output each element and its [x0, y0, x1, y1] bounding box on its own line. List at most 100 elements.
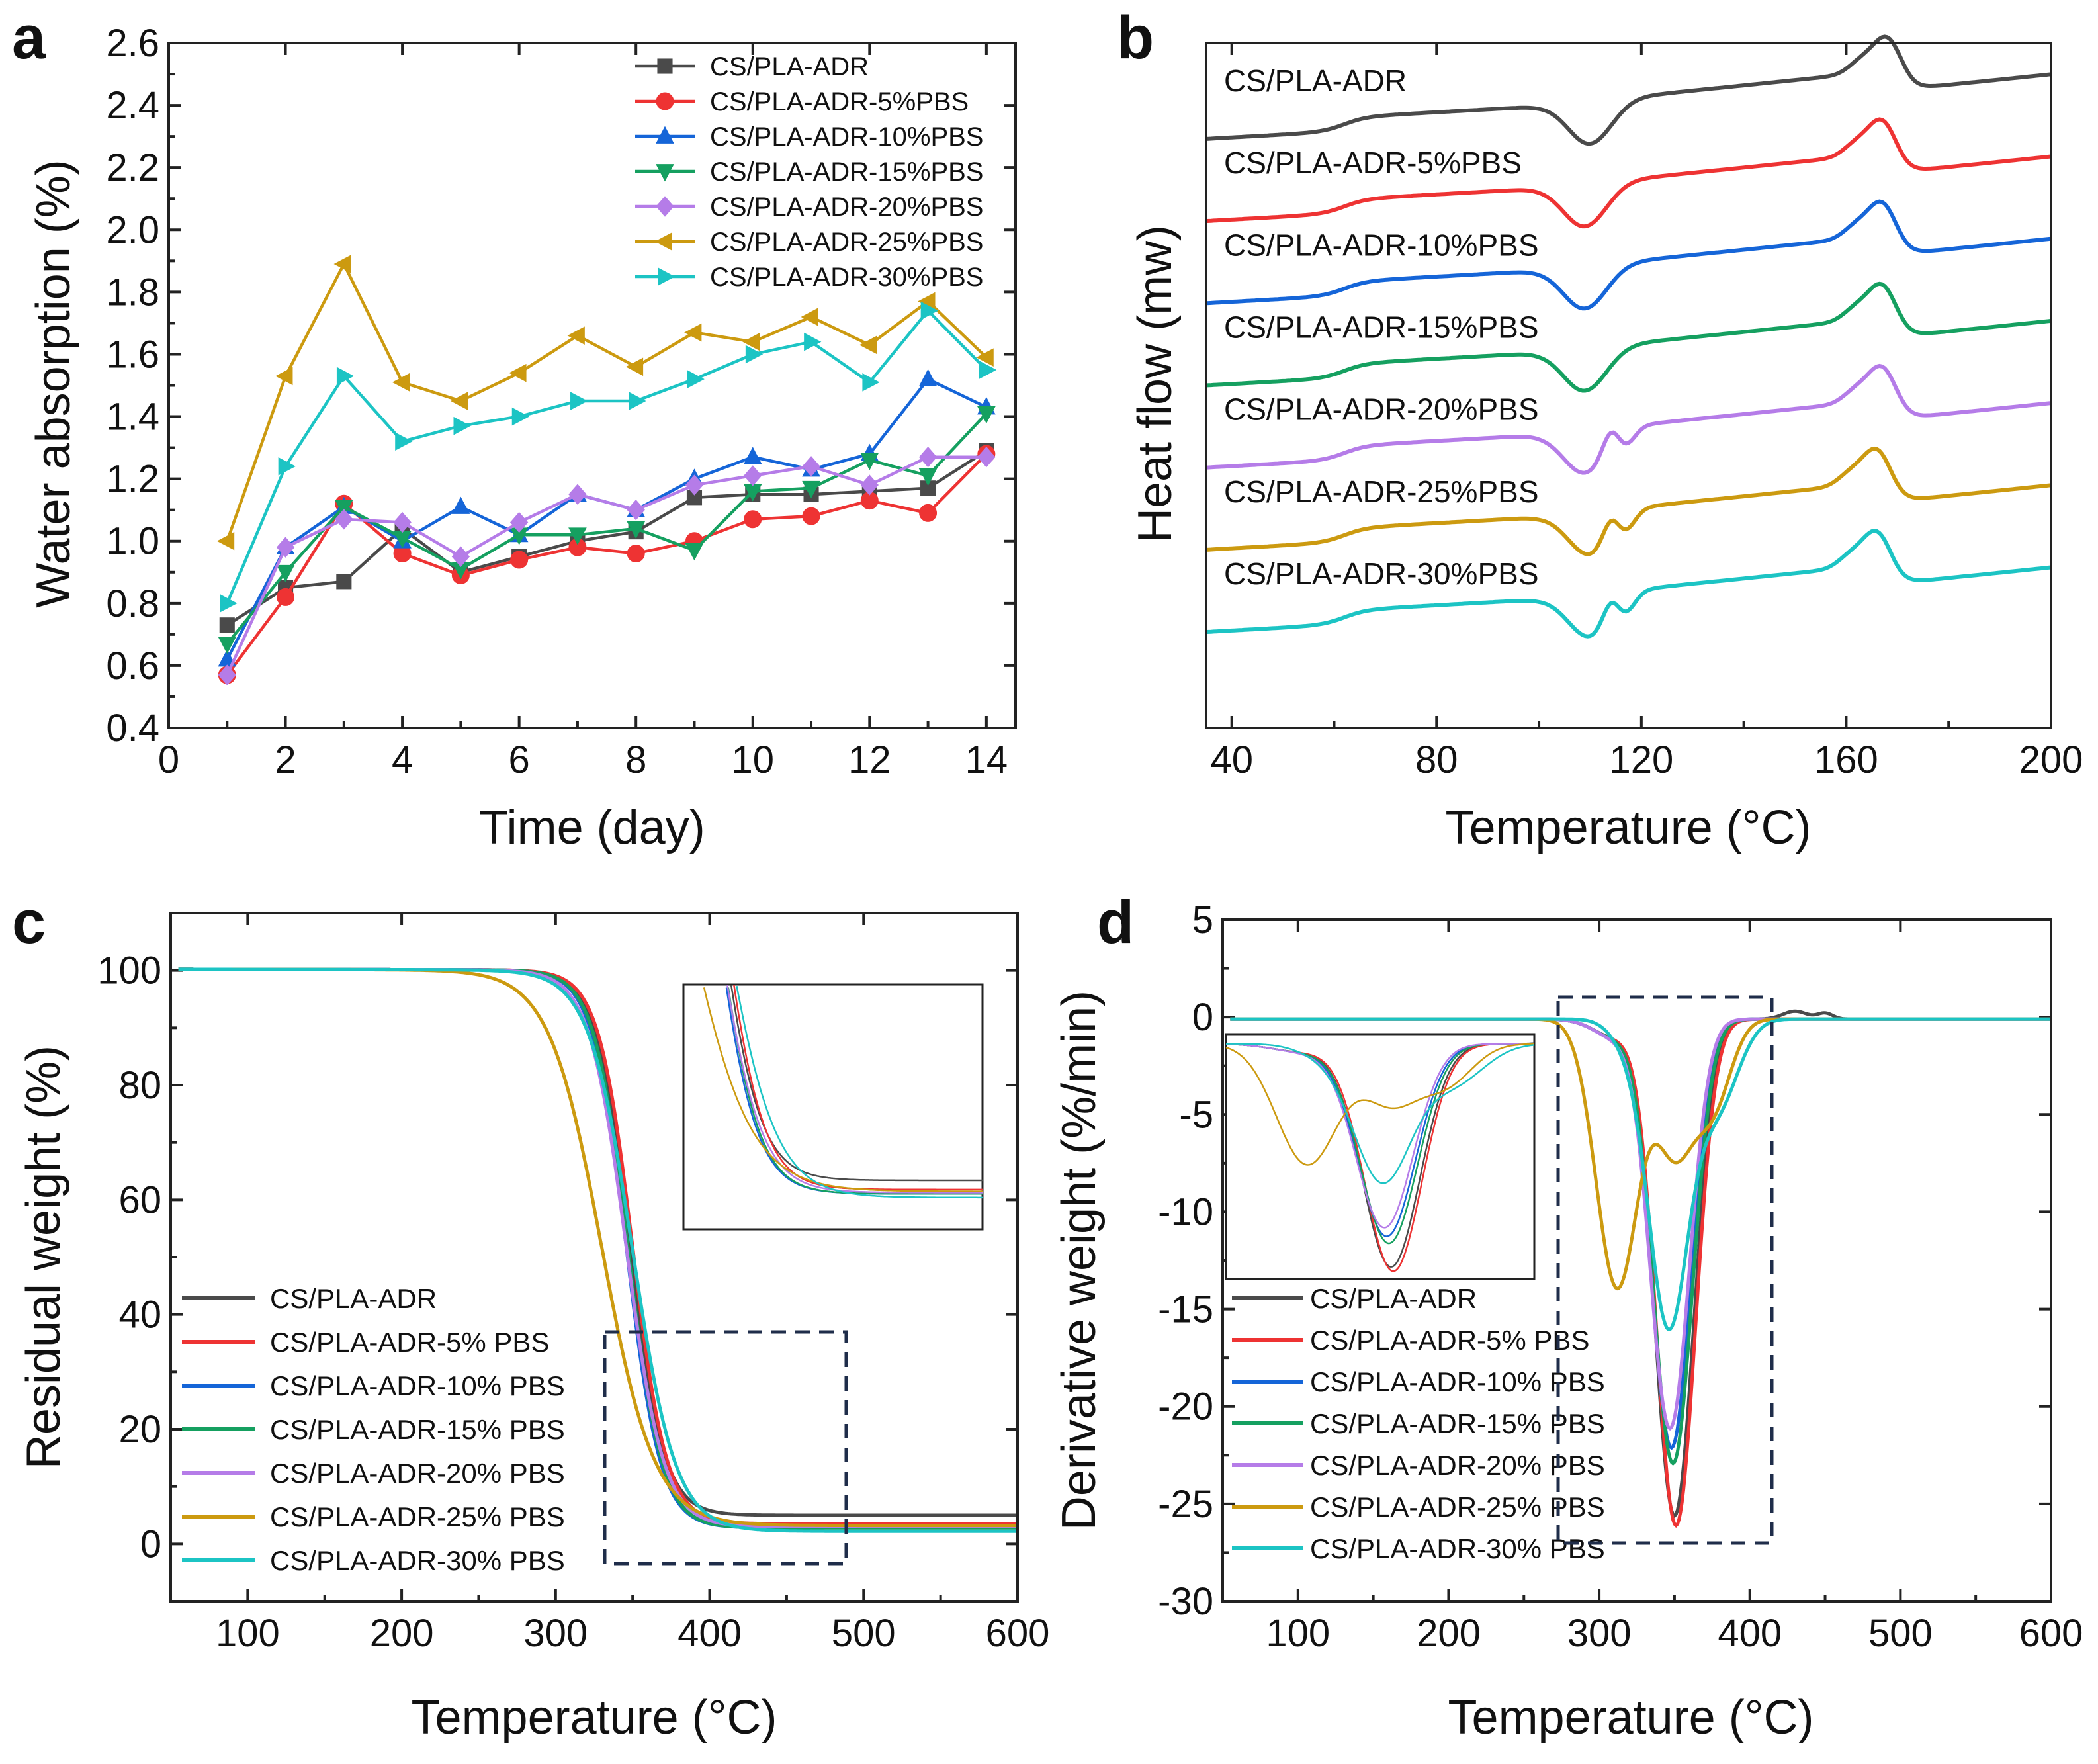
data-marker — [509, 363, 527, 382]
legend-label: CS/PLA-ADR-30% PBS — [270, 1545, 565, 1576]
panel-d: d 100 200 300 400 500 600-30-25-20-15-10-505 … — [1053, 889, 2083, 1744]
data-marker — [336, 574, 352, 590]
panel-b-frame — [1205, 42, 2052, 729]
data-marker — [656, 126, 674, 144]
y-tick-label: 2.0 — [106, 208, 159, 251]
legend-label: CS/PLA-ADR-30%PBS — [710, 263, 983, 292]
data-marker — [567, 326, 585, 345]
y-tick-label: 1.4 — [106, 396, 159, 439]
dsc-curve — [1205, 199, 2052, 311]
y-tick-label: 0.8 — [106, 582, 159, 625]
panel-c-legend: CS/PLA-ADR CS/PLA-ADR-5% PBS CS/PLA-ADR-10… — [182, 1283, 565, 1576]
panel-a-xlabel: Time (day) — [479, 801, 705, 854]
data-marker — [511, 407, 530, 426]
curve-label: CS/PLA-ADR — [1224, 64, 1407, 98]
x-tick-label: 600 — [2019, 1612, 2083, 1655]
data-marker — [977, 406, 996, 424]
data-marker — [275, 367, 293, 386]
data-marker — [860, 453, 879, 470]
legend-label: CS/PLA-ADR-20%PBS — [710, 193, 983, 222]
x-tick-label: 2 — [275, 738, 296, 781]
panel-a-legend: CS/PLA-ADR CS/PLA-ADR-5%PBS CS/PLA-ADR-10%… — [635, 52, 983, 292]
inset-curve — [730, 984, 983, 1182]
dsc-curve — [1205, 117, 2052, 229]
legend-label: CS/PLA-ADR-10% PBS — [1310, 1366, 1605, 1397]
panel-d-inset — [1225, 1033, 1536, 1280]
panel-b-ylabel: Heat flow (mw) — [1129, 225, 1182, 543]
legend-label: CS/PLA-ADR-5% PBS — [1310, 1325, 1589, 1356]
y-tick-label: 2.2 — [106, 146, 159, 189]
legend-label: CS/PLA-ADR — [270, 1283, 437, 1314]
y-tick-label: 20 — [118, 1408, 161, 1451]
data-marker — [451, 392, 468, 410]
data-marker — [656, 196, 674, 217]
panel-label-c: c — [12, 889, 46, 956]
panel-a-axes: 0 2 4 6 8 10 12 14 0.4 0.6 0.8 1.0 1.2 1.4 1.6 1.8 2.0 2.… — [106, 22, 1016, 781]
data-marker — [860, 474, 879, 496]
data-marker — [977, 446, 996, 468]
data-marker — [744, 465, 762, 486]
legend-label: CS/PLA-ADR-25% PBS — [270, 1501, 565, 1532]
x-tick-label: 80 — [1415, 738, 1458, 781]
x-tick-label: 8 — [625, 738, 646, 781]
x-tick-label: 14 — [965, 738, 1008, 781]
data-marker — [451, 546, 470, 567]
data-marker — [276, 537, 295, 558]
data-marker — [656, 164, 674, 182]
data-marker — [568, 527, 587, 545]
inset-curve — [1225, 1043, 1535, 1184]
data-marker — [743, 447, 762, 464]
panel-b-xlabel: Temperature (°C) — [1446, 801, 1812, 854]
data-marker — [920, 301, 938, 320]
y-tick-label: 60 — [118, 1178, 161, 1221]
panel-b-series — [1205, 34, 2052, 639]
inset-frame — [1225, 1033, 1536, 1280]
panel-b: b 40 80 120 160 200 CS/PLA-ADR CS/PLA-ADR-5%P… — [1117, 4, 2083, 854]
panel-d-xlabel: Temperature (°C) — [1448, 1691, 1814, 1744]
legend-label: CS/PLA-ADR-10%PBS — [710, 122, 983, 152]
y-tick-label: 5 — [1192, 899, 1213, 942]
data-marker — [654, 232, 672, 251]
x-tick-label: 120 — [1609, 738, 1673, 781]
x-tick-label: 500 — [832, 1612, 896, 1655]
inset-curve — [736, 985, 983, 1199]
x-tick-label: 600 — [986, 1612, 1050, 1655]
series-line — [226, 261, 988, 542]
y-tick-label: -30 — [1158, 1580, 1213, 1623]
x-tick-label: 400 — [677, 1612, 742, 1655]
data-marker — [802, 507, 820, 525]
data-marker — [216, 531, 235, 551]
panel-c-frame — [169, 912, 1019, 1603]
data-marker — [451, 496, 470, 514]
x-tick-label: 4 — [392, 738, 413, 781]
y-tick-label: 0.4 — [106, 707, 159, 750]
data-marker — [742, 332, 760, 351]
y-tick-label: 0 — [140, 1522, 161, 1566]
curve-label: CS/PLA-ADR-5%PBS — [1224, 146, 1522, 180]
panel-b-curve-labels: CS/PLA-ADR CS/PLA-ADR-5%PBS CS/PLA-ADR-10%… — [1224, 64, 1539, 591]
panel-c-series — [178, 967, 1018, 1533]
data-marker — [685, 543, 704, 561]
data-marker — [744, 510, 762, 529]
legend-label: CS/PLA-ADR-20% PBS — [270, 1458, 565, 1489]
data-marker — [570, 392, 588, 410]
data-marker — [276, 564, 295, 583]
data-marker — [685, 474, 704, 496]
data-marker — [627, 521, 646, 539]
legend-label: CS/PLA-ADR — [710, 52, 869, 81]
data-marker — [220, 594, 238, 613]
y-tick-label: 80 — [118, 1064, 161, 1107]
x-tick-label: 10 — [732, 738, 775, 781]
panel-d-zoom-box — [1556, 995, 1774, 1545]
x-tick-label: 100 — [216, 1612, 280, 1655]
x-tick-label: 100 — [1266, 1612, 1330, 1655]
y-tick-label: 1.8 — [106, 271, 159, 314]
y-tick-label: 40 — [118, 1294, 161, 1337]
data-marker — [859, 335, 877, 355]
data-marker — [627, 499, 645, 521]
y-tick-label: -10 — [1158, 1190, 1213, 1233]
legend-label: CS/PLA-ADR-15%PBS — [710, 157, 983, 187]
curve-label: CS/PLA-ADR-25%PBS — [1224, 474, 1539, 509]
legend-label: CS/PLA-ADR-25%PBS — [710, 228, 983, 257]
